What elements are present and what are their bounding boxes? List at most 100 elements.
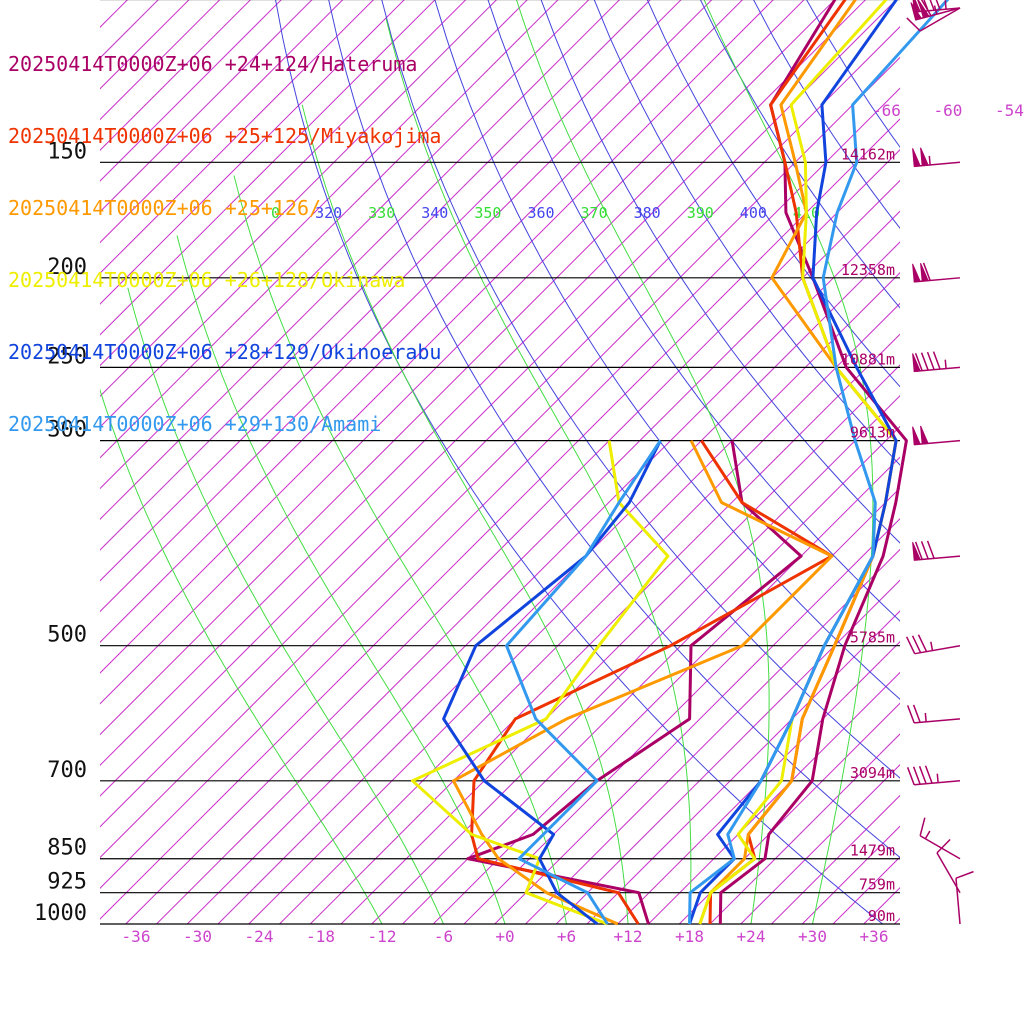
isotherm-line [217,241,900,924]
height-label: 5785m [850,629,895,647]
isotherm-line [432,456,900,924]
wind-barb-feather [955,870,974,879]
isotherm-line [740,764,900,924]
isotherms [100,0,900,924]
pressure-label: 1000 [34,901,87,926]
x-tick-label: -30 [183,927,212,946]
isotherm-line [309,333,900,924]
sounding-series [411,0,950,926]
wind-barb-feather [923,0,929,12]
isotherm-line [709,733,900,924]
theta-label: 340 [421,204,448,222]
dewpoint-line-5 [505,439,662,925]
isotherm-line [100,56,900,859]
wind-barb-flag [912,541,921,561]
wind-barb-flag [912,426,921,446]
isotherm-line [100,0,897,797]
isotherm-line [402,425,900,924]
wind-barb-staff [919,7,961,32]
wind-barb-feather [914,541,923,560]
isotherm-line [100,118,900,920]
moist-adiabat-line [100,388,383,924]
wind-barbs [905,0,974,925]
theta-label: 330 [368,204,395,222]
pressure-label: 500 [47,623,87,648]
wind-barb-feather [911,635,922,653]
legend-entry-amami: 20250414T0000Z+06 +29+130/Amami [8,412,382,436]
wind-barb-staff [914,439,961,446]
dewpoint-line-4 [442,439,662,926]
dry-adiabat-line [540,0,900,544]
isotherm-line [678,702,900,924]
wind-barb-half-feather [944,0,947,10]
isobars [100,0,900,925]
isotherm-line [248,272,900,924]
isotherm-line [100,0,866,766]
height-label: 9613m [850,424,895,442]
wind-barb-feather [917,0,923,12]
height-label: 12358m [841,261,895,279]
wind-barb-flag [912,148,921,167]
wind-barb-feather [906,705,915,724]
wind-barb-flag [912,0,921,13]
x-tick-label: -6 [434,927,453,946]
height-label: 759m [859,876,895,894]
wind-barb-flag [920,425,929,445]
moist-adiabat-line [176,235,506,924]
wind-barb-half-feather [930,641,934,651]
temperature-line-5 [688,0,950,925]
wind-barb-feather [905,636,916,655]
wind-barb-staff [914,644,961,655]
theta-label: 380 [634,204,661,222]
isotherm-line [371,395,900,924]
wind-barb-half-feather [928,155,931,165]
wind-barb-staff [919,835,961,860]
isotherm-line [463,487,900,924]
isotherm-line [100,87,900,889]
x-tick-label: -12 [368,927,397,946]
x-tick-label: +24 [737,927,766,946]
theta-label: 0 [271,204,280,222]
x-tick-label: +36 [860,927,889,946]
isotherm-line [586,610,900,924]
wind-barb-staff [955,878,961,925]
wind-barb-staff [914,780,961,786]
isotherm-line [100,0,743,643]
wind-barb-staff [914,161,961,168]
x-tick-label: -36 [122,927,151,946]
isotherm-line [525,548,900,924]
wind-barb-feather [920,352,929,371]
temperature-line-4 [688,0,898,925]
wind-barb-feather [929,0,935,11]
isotherm-line [156,179,900,924]
isotherm-line [100,26,900,828]
wind-barb-feather [919,817,926,836]
upper-temp-labels: -66-60-54-48 [872,101,1024,120]
isotherm-line [100,0,467,367]
wind-barb-flag [912,263,921,283]
legend-entry-unnamed: 20250414T0000Z+06 +25+126/ [8,196,322,220]
isotherm-line [186,210,900,924]
wind-barb-feather [922,262,931,281]
isotherm-line [100,0,559,459]
legend-entry-okinoerabu: 20250414T0000Z+06 +28+129/Okinoerabu [8,340,442,364]
wind-barb-feather [918,765,927,785]
upper-temp-label: -60 [934,101,963,120]
isotherm-line [100,0,528,428]
wind-barb-half-feather [944,359,947,369]
pressure-label: 250 [47,344,87,369]
wind-barb-feather [912,704,921,723]
upper-temp-label: -66 [872,101,901,120]
pressure-label: 850 [47,836,87,861]
isotherm-line [617,641,900,924]
isotherm-line [100,0,836,736]
x-tick-label: +12 [614,927,643,946]
isotherm-line [100,0,620,520]
wind-barb-feather [920,541,929,560]
moist-adiabat-line [516,0,770,924]
pressure-label: 925 [47,870,87,895]
theta-label: 390 [687,204,714,222]
height-label: 16535m [841,0,895,1]
theta-label: 350 [474,204,501,222]
isotherm-line [100,0,713,613]
